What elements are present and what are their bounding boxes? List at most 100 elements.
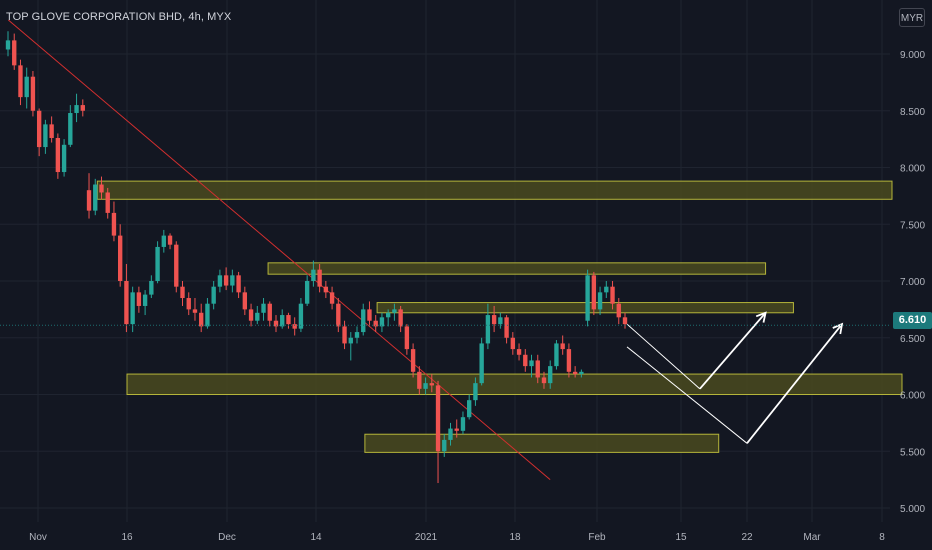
price-zone xyxy=(126,373,903,396)
y-tick-label: 5.000 xyxy=(900,504,925,515)
candle-body xyxy=(516,349,522,355)
candle-body xyxy=(167,235,173,245)
candle xyxy=(336,298,341,333)
candle-body xyxy=(248,309,254,321)
candle xyxy=(548,360,553,389)
candle-body xyxy=(579,371,584,375)
candle-body xyxy=(585,275,590,321)
candle-body xyxy=(286,315,291,325)
candle-body xyxy=(93,184,98,211)
candle-body xyxy=(616,303,621,318)
candle xyxy=(479,337,484,386)
candle-body xyxy=(510,337,515,350)
candle xyxy=(541,371,547,389)
candle-body xyxy=(267,303,272,321)
candle xyxy=(130,286,135,333)
candle-body xyxy=(404,326,410,350)
candle xyxy=(398,305,403,333)
candle xyxy=(460,411,466,435)
candle xyxy=(86,173,92,219)
x-tick-label: 16 xyxy=(121,532,133,543)
time-axis[interactable]: Nov 16 Dec 14 2021 18 Feb 15 22 Mar 8 xyxy=(29,532,885,543)
candle-body xyxy=(180,286,185,299)
candle-body xyxy=(217,275,223,287)
projection-path xyxy=(626,322,844,444)
candle-body xyxy=(535,360,540,378)
candle xyxy=(80,99,85,117)
candle-body xyxy=(161,235,166,247)
candle xyxy=(410,343,416,378)
candle-body xyxy=(155,246,160,281)
candle-body xyxy=(61,144,67,173)
candle-body xyxy=(373,320,378,327)
candle xyxy=(529,354,534,378)
x-tick-label: 22 xyxy=(741,532,753,543)
candle xyxy=(429,374,434,393)
candle xyxy=(379,312,385,333)
candle xyxy=(223,267,229,291)
x-tick-label: 15 xyxy=(675,532,687,543)
projection-layer xyxy=(626,311,844,444)
candle xyxy=(186,292,191,316)
candle xyxy=(99,176,104,200)
candle xyxy=(217,269,223,293)
candle-body xyxy=(304,281,310,304)
y-tick-label: 8.000 xyxy=(900,164,925,175)
candle-body xyxy=(541,377,547,384)
last-price-badge: 6.610 xyxy=(893,312,932,329)
candle xyxy=(467,394,472,420)
candle-body xyxy=(205,303,210,327)
candle xyxy=(329,286,335,310)
candle xyxy=(136,286,142,313)
candle xyxy=(442,434,447,457)
x-tick-label: Feb xyxy=(588,532,606,543)
x-tick-label: 18 xyxy=(509,532,521,543)
candle-body xyxy=(273,320,279,327)
price-zone xyxy=(364,433,720,453)
x-tick-label: Nov xyxy=(29,532,47,543)
y-tick-label: 9.000 xyxy=(900,50,925,61)
x-tick-label: Dec xyxy=(218,532,236,543)
y-tick-label: 6.500 xyxy=(900,334,925,345)
candle xyxy=(523,349,528,372)
candle xyxy=(354,326,360,344)
candle-body xyxy=(55,137,61,173)
candle-body xyxy=(523,354,528,367)
currency-button[interactable]: MYR xyxy=(899,8,925,27)
candle xyxy=(298,298,304,333)
candle-body xyxy=(36,110,42,148)
candle xyxy=(236,271,241,299)
candle xyxy=(454,419,459,438)
y-tick-label: 5.500 xyxy=(900,447,925,458)
candle-body xyxy=(423,383,428,389)
projection-down-leg xyxy=(626,346,748,444)
candle-body xyxy=(186,298,191,310)
candle-body xyxy=(448,428,453,440)
x-tick-label: 14 xyxy=(310,532,322,543)
candle xyxy=(579,369,584,378)
candle-body xyxy=(435,385,441,452)
candle xyxy=(161,229,166,253)
candle-body xyxy=(49,124,54,138)
candle-body xyxy=(597,292,603,310)
price-zone xyxy=(267,262,767,275)
candle-body xyxy=(610,286,615,304)
candle-body xyxy=(43,124,48,148)
candle xyxy=(280,309,285,329)
candle-body xyxy=(429,383,434,386)
candle xyxy=(68,105,73,148)
candle xyxy=(342,320,347,350)
price-axis[interactable]: 5.000 5.500 6.000 6.500 7.000 7.500 8.000 8.500… xyxy=(900,50,925,515)
candle xyxy=(273,315,279,333)
candle xyxy=(417,366,422,395)
candle xyxy=(597,286,603,316)
candle xyxy=(205,298,210,329)
candle-body xyxy=(379,317,385,327)
candle xyxy=(49,116,54,143)
candle xyxy=(74,93,79,123)
candle-body xyxy=(74,105,79,114)
candle-body xyxy=(529,360,534,367)
candle-body xyxy=(5,40,11,50)
